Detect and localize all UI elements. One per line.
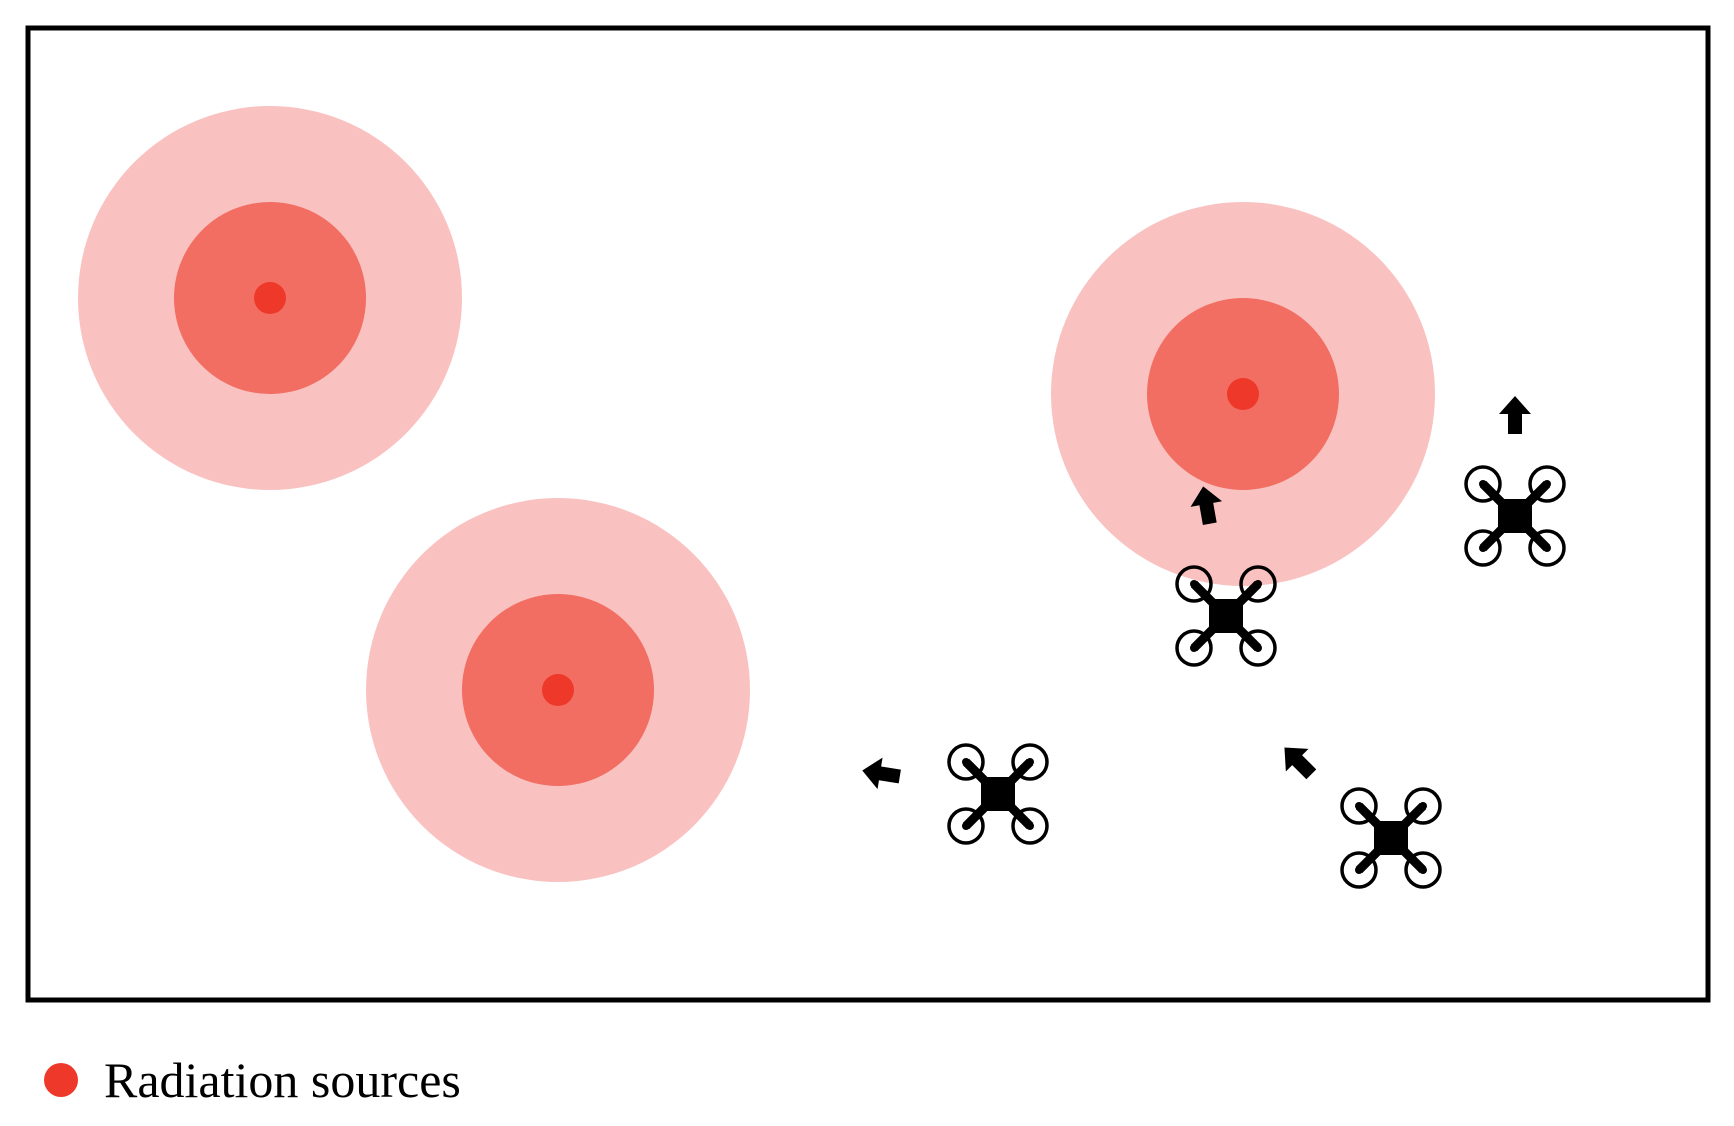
quadcopter-drone-icon [1342,789,1440,887]
field-boundary [25,25,1711,1003]
legend: Radiation sources [44,1050,461,1110]
direction-arrow-icon [1273,736,1323,786]
radiation-source-1 [78,106,462,490]
radiation-source-dot [44,1063,78,1097]
direction-arrow-icon [859,754,903,793]
source-dot [542,674,574,706]
source-dot [1227,378,1259,410]
direction-arrow-icon [1499,396,1531,434]
legend-label: Radiation sources [104,1052,461,1108]
quadcopter-drone-icon [949,745,1047,843]
quadcopter-drone-icon [1466,467,1564,565]
radiation-source-3 [1051,202,1435,586]
source-dot [254,282,286,314]
radiation-source-2 [366,498,750,882]
